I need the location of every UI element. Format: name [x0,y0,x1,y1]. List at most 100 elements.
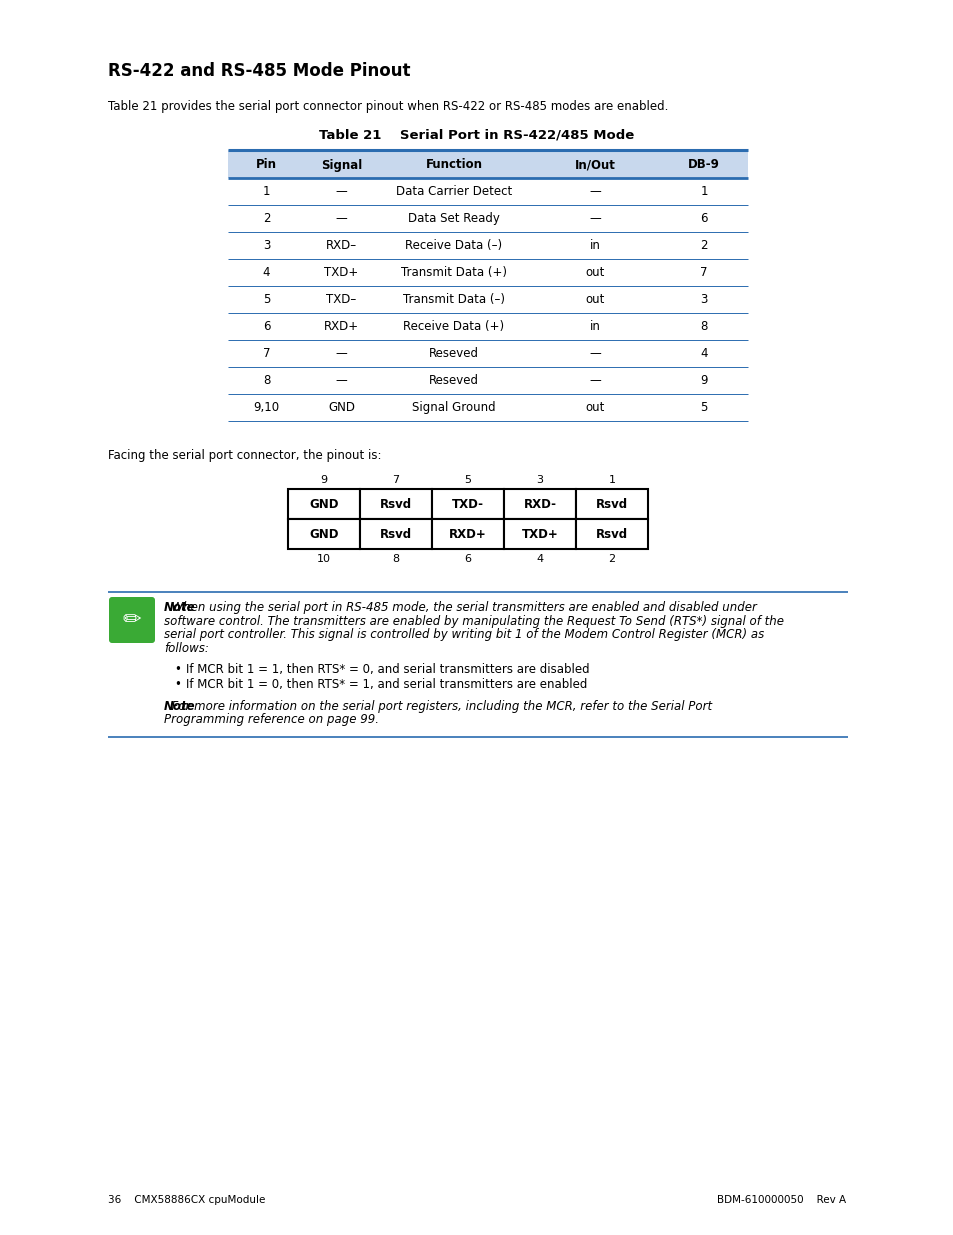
Text: 2: 2 [608,555,615,564]
Text: Programming reference on page 99.: Programming reference on page 99. [164,714,378,726]
Text: Transmit Data (+): Transmit Data (+) [400,266,506,279]
Text: —: — [335,212,347,225]
Text: TXD-: TXD- [452,498,483,510]
Text: 7: 7 [392,475,399,485]
Text: TXD+: TXD+ [324,266,358,279]
Text: •: • [173,678,181,692]
Text: 1: 1 [608,475,615,485]
Bar [288,489,359,519]
Text: Data Set Ready: Data Set Ready [408,212,499,225]
Text: Note: Note [164,700,195,713]
Text: —: — [589,212,600,225]
Text: out: out [585,401,604,414]
Text: —: — [335,374,347,387]
Text: Rsvd: Rsvd [596,527,627,541]
Text: 2: 2 [700,240,707,252]
Text: 8: 8 [392,555,399,564]
Bar [503,519,576,550]
Text: 6: 6 [700,212,707,225]
Text: 9: 9 [700,374,707,387]
Text: —: — [335,185,347,198]
Text: 36    CMX58886CX cpuModule: 36 CMX58886CX cpuModule [108,1195,265,1205]
Text: —: — [589,374,600,387]
Bar [359,519,432,550]
Text: ✏: ✏ [123,610,141,630]
FancyBboxPatch shape [109,597,154,643]
Text: Signal: Signal [320,158,362,172]
Text: —: — [335,347,347,359]
Text: TXD+: TXD+ [521,527,558,541]
Text: Reseved: Reseved [429,347,478,359]
Text: GND: GND [328,401,355,414]
Text: in: in [589,320,599,333]
Text: 6: 6 [262,320,270,333]
Text: Signal Ground: Signal Ground [412,401,496,414]
Text: 5: 5 [700,401,707,414]
Text: •: • [173,663,181,676]
Bar [503,489,576,519]
Text: 4: 4 [536,555,543,564]
Bar [432,489,503,519]
Text: Rsvd: Rsvd [596,498,627,510]
Text: 5: 5 [464,475,471,485]
Text: 8: 8 [262,374,270,387]
Text: RS-422 and RS-485 Mode Pinout: RS-422 and RS-485 Mode Pinout [108,62,410,80]
Bar [432,519,503,550]
Text: Rsvd: Rsvd [379,527,412,541]
Text: serial port controller. This signal is controlled by writing bit 1 of the Modem : serial port controller. This signal is c… [164,629,763,641]
Text: DB-9: DB-9 [687,158,720,172]
Text: BDM-610000050    Rev A: BDM-610000050 Rev A [716,1195,845,1205]
Text: in: in [589,240,599,252]
Text: software control. The transmitters are enabled by manipulating the Request To Se: software control. The transmitters are e… [164,615,783,627]
Text: For more information on the serial port registers, including the MCR, refer to t: For more information on the serial port … [164,700,711,713]
Text: RXD-: RXD- [523,498,556,510]
Text: 3: 3 [262,240,270,252]
Text: Facing the serial port connector, the pinout is:: Facing the serial port connector, the pi… [108,450,381,462]
Text: Note: Note [164,601,195,614]
Text: Table 21    Serial Port in RS-422/485 Mode: Table 21 Serial Port in RS-422/485 Mode [319,128,634,141]
Text: 5: 5 [262,293,270,306]
Text: 1: 1 [262,185,270,198]
Bar [576,519,647,550]
Text: 1: 1 [700,185,707,198]
Text: TXD–: TXD– [326,293,356,306]
Text: 6: 6 [464,555,471,564]
Text: —: — [589,185,600,198]
Text: Pin: Pin [255,158,276,172]
Text: 9,10: 9,10 [253,401,279,414]
Text: 10: 10 [316,555,331,564]
Text: 3: 3 [700,293,707,306]
Bar [576,489,647,519]
Text: RXD+: RXD+ [324,320,358,333]
Text: If MCR bit 1 = 0, then RTS* = 1, and serial transmitters are enabled: If MCR bit 1 = 0, then RTS* = 1, and ser… [186,678,587,692]
Text: In/Out: In/Out [574,158,615,172]
Text: 4: 4 [262,266,270,279]
Text: 3: 3 [536,475,543,485]
Text: When using the serial port in RS-485 mode, the serial transmitters are enabled a: When using the serial port in RS-485 mod… [164,601,756,614]
Bar [228,149,747,178]
Text: out: out [585,293,604,306]
Text: Receive Data (–): Receive Data (–) [405,240,502,252]
Text: Data Carrier Detect: Data Carrier Detect [395,185,512,198]
Text: Transmit Data (–): Transmit Data (–) [402,293,504,306]
Text: Function: Function [425,158,482,172]
Text: Reseved: Reseved [429,374,478,387]
Bar [359,489,432,519]
Text: GND: GND [309,527,338,541]
Bar [288,519,359,550]
Text: follows:: follows: [164,641,209,655]
Text: out: out [585,266,604,279]
Text: 9: 9 [320,475,327,485]
Text: —: — [589,347,600,359]
Text: Table 21 provides the serial port connector pinout when RS-422 or RS-485 modes a: Table 21 provides the serial port connec… [108,100,668,112]
Text: RXD+: RXD+ [449,527,486,541]
Text: GND: GND [309,498,338,510]
Text: 7: 7 [700,266,707,279]
Text: 4: 4 [700,347,707,359]
Text: Receive Data (+): Receive Data (+) [403,320,504,333]
Text: 7: 7 [262,347,270,359]
Text: If MCR bit 1 = 1, then RTS* = 0, and serial transmitters are disabled: If MCR bit 1 = 1, then RTS* = 0, and ser… [186,663,589,676]
Text: Rsvd: Rsvd [379,498,412,510]
Text: RXD–: RXD– [326,240,356,252]
Text: 8: 8 [700,320,707,333]
